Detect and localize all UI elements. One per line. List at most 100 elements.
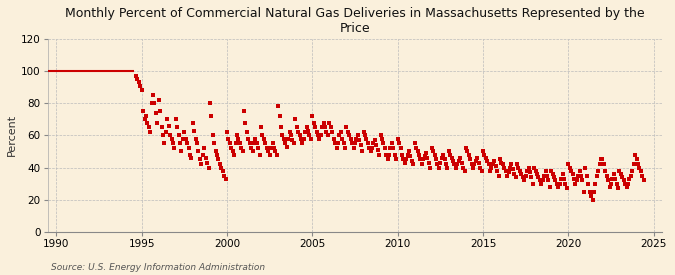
Point	[508, 167, 518, 171]
Point	[333, 141, 344, 146]
Point	[364, 146, 375, 150]
Point	[283, 136, 294, 141]
Point	[556, 177, 566, 181]
Point	[194, 157, 205, 162]
Point	[381, 152, 392, 157]
Point	[308, 120, 319, 125]
Point	[533, 175, 544, 179]
Point	[598, 162, 609, 167]
Point	[342, 130, 353, 134]
Point	[367, 146, 377, 150]
Point	[135, 83, 146, 88]
Point	[458, 165, 468, 170]
Point	[428, 149, 439, 154]
Point	[244, 141, 255, 146]
Point	[320, 125, 331, 130]
Point	[429, 152, 440, 157]
Point	[163, 123, 174, 128]
Point	[526, 175, 537, 179]
Point	[315, 133, 326, 138]
Point	[559, 177, 570, 181]
Point	[197, 152, 208, 157]
Point	[310, 125, 321, 130]
Point	[591, 173, 602, 178]
Point	[409, 141, 420, 146]
Point	[406, 159, 417, 163]
Point	[273, 104, 284, 109]
Point	[469, 162, 480, 167]
Point	[449, 162, 460, 167]
Point	[628, 162, 639, 167]
Point	[570, 182, 581, 186]
Point	[186, 156, 197, 160]
Point	[210, 149, 221, 154]
Point	[617, 175, 628, 179]
Point	[248, 141, 259, 146]
Point	[532, 172, 543, 176]
Point	[161, 130, 171, 134]
Point	[369, 138, 380, 142]
Point	[368, 141, 379, 146]
Point	[271, 152, 282, 157]
Point	[388, 146, 399, 150]
Point	[566, 169, 576, 173]
Point	[301, 125, 312, 130]
Point	[454, 159, 464, 163]
Point	[242, 130, 252, 134]
Point	[624, 177, 634, 181]
Point	[252, 141, 263, 146]
Point	[408, 162, 418, 167]
Point	[131, 74, 142, 78]
Point	[226, 146, 237, 150]
Point	[153, 98, 164, 102]
Point	[354, 138, 364, 142]
Point	[302, 128, 313, 133]
Point	[233, 136, 244, 141]
Point	[510, 175, 521, 179]
Point	[171, 125, 182, 130]
Point	[551, 182, 562, 186]
Point	[527, 182, 538, 186]
Point	[234, 141, 245, 146]
Point	[207, 133, 218, 138]
Point	[286, 133, 296, 138]
Point	[460, 146, 471, 150]
Point	[422, 156, 433, 160]
Point	[581, 173, 592, 178]
Point	[400, 161, 410, 165]
Point	[395, 146, 406, 150]
Point	[564, 165, 575, 170]
Point	[560, 182, 571, 186]
Point	[573, 173, 584, 178]
Point	[438, 152, 449, 157]
Point	[607, 177, 618, 181]
Point	[493, 173, 504, 178]
Point	[620, 182, 630, 186]
Point	[523, 165, 534, 170]
Point	[621, 185, 632, 189]
Point	[587, 197, 598, 202]
Point	[134, 80, 144, 84]
Point	[202, 161, 213, 165]
Point	[157, 133, 168, 138]
Point	[402, 152, 413, 157]
Point	[622, 182, 633, 186]
Point	[577, 178, 588, 183]
Y-axis label: Percent: Percent	[7, 114, 17, 156]
Point	[541, 173, 552, 178]
Point	[445, 152, 456, 157]
Point	[338, 141, 349, 146]
Point	[583, 182, 593, 186]
Point	[300, 130, 310, 134]
Point	[404, 149, 414, 154]
Point	[190, 136, 201, 141]
Point	[512, 162, 522, 167]
Point	[277, 133, 288, 138]
Point	[199, 146, 210, 150]
Point	[319, 120, 329, 125]
Point	[580, 165, 591, 170]
Point	[410, 146, 421, 150]
Point	[240, 120, 251, 125]
Point	[250, 136, 261, 141]
Point	[630, 152, 641, 157]
